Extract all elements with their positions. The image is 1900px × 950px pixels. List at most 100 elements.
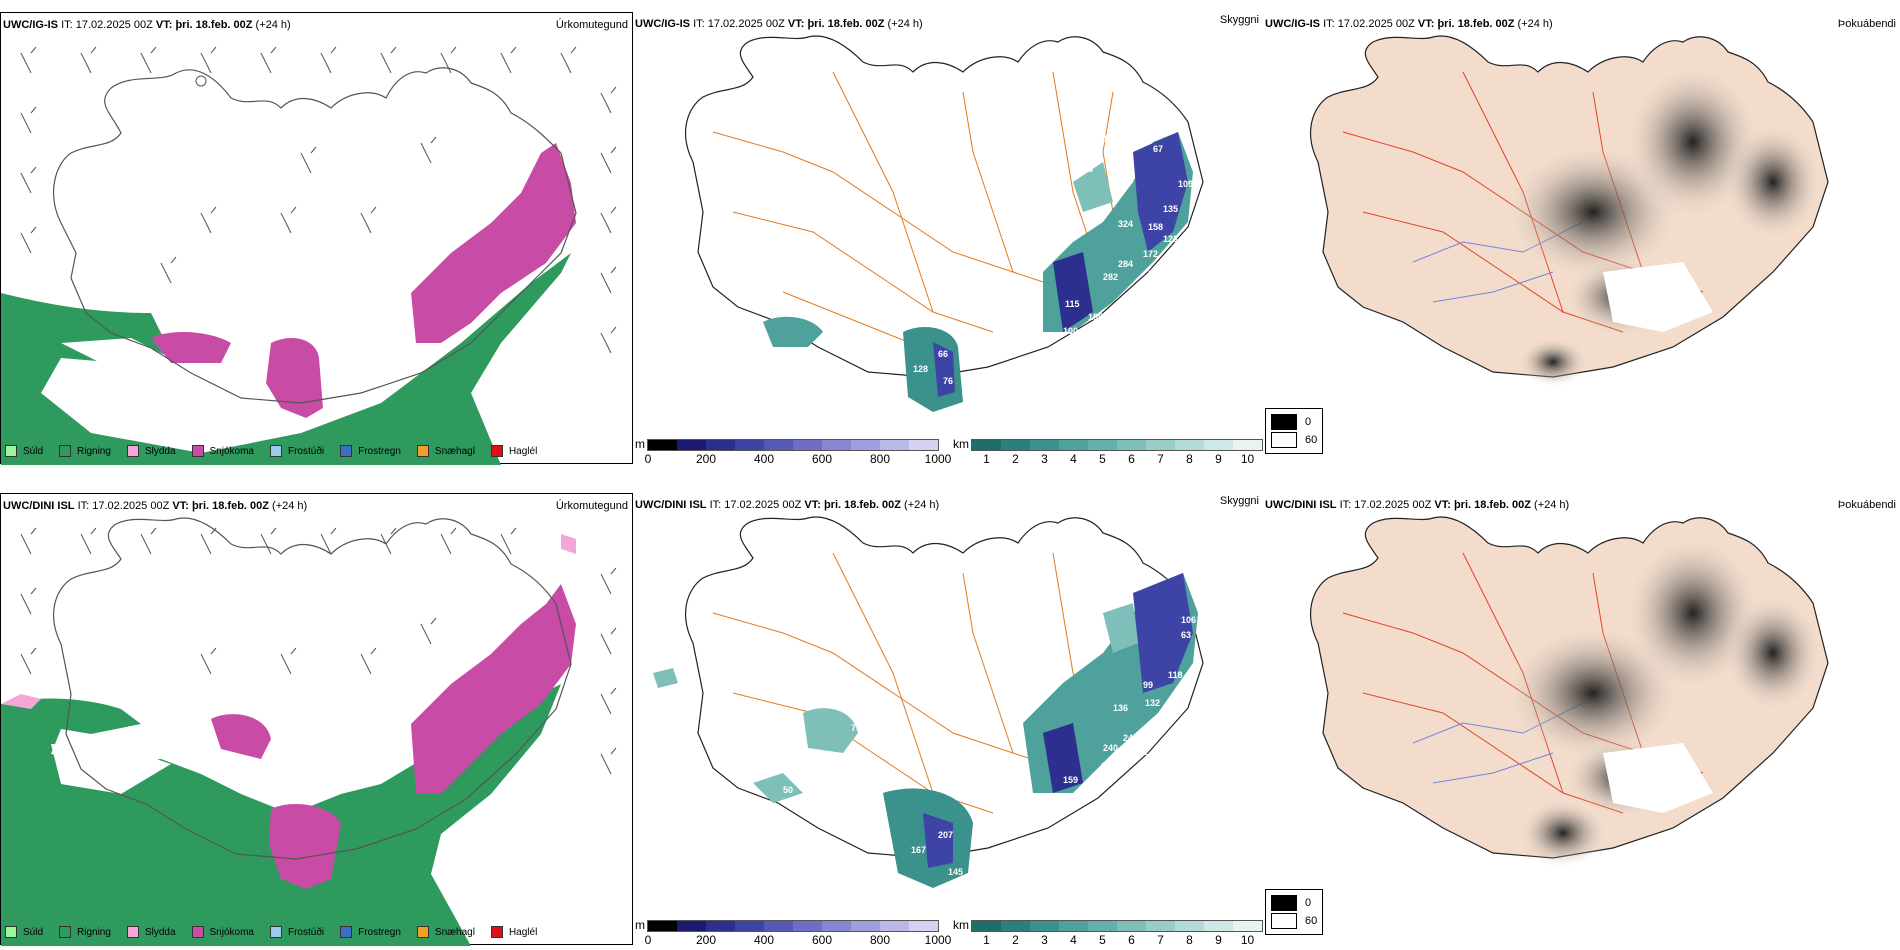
vis-value: 158 bbox=[1148, 222, 1163, 232]
colorbar-segment bbox=[706, 440, 735, 450]
vis-value: 240 bbox=[1103, 743, 1118, 753]
colorbar-segment bbox=[677, 921, 706, 931]
colorbar-segment bbox=[1030, 440, 1059, 450]
colorbar-tick-label: 800 bbox=[869, 452, 891, 466]
colorbar-tick-label: 0 bbox=[644, 452, 652, 466]
colorbar-tick-label: 0 bbox=[644, 933, 652, 947]
colorbar-segment bbox=[822, 921, 851, 931]
vis-value: 133 bbox=[1063, 795, 1078, 805]
panel-header: UWC/DINI ISL IT: 17.02.2025 00Z VT: þri.… bbox=[635, 499, 940, 511]
colorbar-tick-label: 7 bbox=[1157, 933, 1164, 947]
visibility-panel-ig: UWC/IG-IS IT: 17.02.2025 00Z VT: þri. 18… bbox=[633, 12, 1263, 466]
colorbar-segment bbox=[1146, 921, 1175, 931]
legend-item: Slydda bbox=[126, 926, 176, 938]
panel-header: UWC/DINI ISL IT: 17.02.2025 00Z VT: þri.… bbox=[1265, 499, 1570, 511]
colorbar-segment bbox=[972, 921, 1001, 931]
colorbar-tick-label: 2 bbox=[1012, 933, 1019, 947]
colorbar-tick-label: 7 bbox=[1157, 452, 1164, 466]
colorbar-tick-label: 9 bbox=[1215, 933, 1222, 947]
vis-value: 202 bbox=[1148, 269, 1163, 279]
colorbar-tick-label: 1000 bbox=[924, 452, 952, 466]
colorbar-segment bbox=[764, 921, 793, 931]
vis-value: 284 bbox=[1118, 259, 1133, 269]
vis-value: 245 bbox=[1123, 733, 1138, 743]
colorbar-segment bbox=[909, 440, 938, 450]
colorbar-segment bbox=[764, 440, 793, 450]
colorbar-segment bbox=[1059, 440, 1088, 450]
vis-value: 70 bbox=[1181, 685, 1191, 695]
vis-value: 324 bbox=[1118, 219, 1133, 229]
panel-header: UWC/DINI ISL IT: 17.02.2025 00Z VT: þri.… bbox=[3, 500, 308, 512]
legend-item: Frostregn bbox=[340, 926, 401, 938]
vis-value: 195 bbox=[1088, 312, 1103, 322]
colorbar-segment bbox=[1175, 440, 1204, 450]
colorbar-segment bbox=[1030, 921, 1059, 931]
colorbar-tick-label: 600 bbox=[811, 452, 833, 466]
colorbar-segment bbox=[1088, 440, 1117, 450]
colorbar-segment bbox=[793, 440, 822, 450]
colorbar-segment bbox=[648, 921, 677, 931]
vis-value: 207 bbox=[938, 830, 953, 840]
vis-value: 132 bbox=[1145, 698, 1160, 708]
colorbar-segment bbox=[793, 921, 822, 931]
fog-map bbox=[1309, 35, 1829, 387]
vis-value: 123 bbox=[1163, 234, 1178, 244]
vis-value: 196 bbox=[1101, 761, 1116, 771]
visibility-m-colorbar: m 0 200 400 600 800 1000 bbox=[635, 437, 952, 466]
vis-value: 106 bbox=[1181, 615, 1196, 625]
legend-item: Haglél bbox=[490, 926, 537, 938]
vis-value: 76 bbox=[943, 376, 953, 386]
colorbar-segment bbox=[735, 921, 764, 931]
vis-value: 15 bbox=[1083, 164, 1093, 174]
panel-type-label: Skyggni bbox=[1219, 495, 1259, 507]
colorbar-tick-label: 400 bbox=[753, 452, 775, 466]
panel-type-label: Þokuábendi bbox=[1837, 499, 1896, 511]
colorbar-tick-label: 8 bbox=[1186, 933, 1193, 947]
visibility-panel-dini: UWC/DINI ISL IT: 17.02.2025 00Z VT: þri.… bbox=[633, 493, 1263, 947]
vis-value: 66 bbox=[938, 349, 948, 359]
vis-value: 145 bbox=[948, 867, 963, 877]
colorbar-segment bbox=[1146, 440, 1175, 450]
vis-value: 12 bbox=[1111, 567, 1121, 577]
panel-header: UWC/IG-IS IT: 17.02.2025 00Z VT: þri. 18… bbox=[635, 18, 923, 30]
colorbar-segment bbox=[1204, 440, 1233, 450]
legend-item: Snæhagl bbox=[416, 926, 475, 938]
vis-value: 135 bbox=[1163, 204, 1178, 214]
colorbar-segment bbox=[1001, 440, 1030, 450]
legend-item: Haglél bbox=[490, 445, 537, 457]
colorbar-segment bbox=[1204, 921, 1233, 931]
colorbar-segment bbox=[1117, 921, 1146, 931]
visibility-m-colorbar: m 0 200 400 600 800 1000 bbox=[635, 918, 952, 947]
colorbar-tick-label: 3 bbox=[1041, 933, 1048, 947]
colorbar-tick-label: 10 bbox=[1240, 933, 1255, 947]
colorbar-tick-label: 4 bbox=[1070, 933, 1077, 947]
colorbar-tick-label: 600 bbox=[811, 933, 833, 947]
colorbar-segment bbox=[880, 921, 909, 931]
precip-map bbox=[1, 517, 617, 946]
vis-value: 216 bbox=[1088, 779, 1103, 789]
colorbar-tick-label: 4 bbox=[1070, 452, 1077, 466]
vis-value: 128 bbox=[913, 364, 928, 374]
colorbar-tick-label: 10 bbox=[1240, 452, 1255, 466]
fog-legend: 0 60 bbox=[1265, 408, 1324, 454]
vis-value: 100 bbox=[1063, 326, 1078, 336]
vis-value: 115 bbox=[1065, 299, 1080, 309]
legend-item: Snæhagl bbox=[416, 445, 475, 457]
legend-item: Frostregn bbox=[340, 445, 401, 457]
colorbar-segment bbox=[1233, 921, 1262, 931]
panel-type-label: Úrkomutegund bbox=[555, 500, 628, 512]
vis-value: 159 bbox=[1063, 775, 1078, 785]
colorbar-tick-label: 9 bbox=[1215, 452, 1222, 466]
panel-type-label: Skyggni bbox=[1219, 14, 1259, 26]
legend-item: Rigning bbox=[59, 445, 111, 457]
panel-header: UWC/IG-IS IT: 17.02.2025 00Z VT: þri. 18… bbox=[3, 19, 291, 31]
colorbar-tick-label: 8 bbox=[1186, 452, 1193, 466]
vis-value: 50 bbox=[783, 785, 793, 795]
precip-type-panel-dini: UWC/DINI ISL IT: 17.02.2025 00Z VT: þri.… bbox=[0, 493, 633, 946]
colorbar-tick-label: 200 bbox=[695, 933, 717, 947]
vis-value: 167 bbox=[911, 845, 926, 855]
panel-header: UWC/IG-IS IT: 17.02.2025 00Z VT: þri. 18… bbox=[1265, 18, 1553, 30]
visibility-map: 12 106 63 118 70 99 132 136 245 240 191 … bbox=[653, 516, 1204, 888]
vis-value: 12 bbox=[1103, 134, 1113, 144]
colorbar-tick-label: 6 bbox=[1128, 933, 1135, 947]
